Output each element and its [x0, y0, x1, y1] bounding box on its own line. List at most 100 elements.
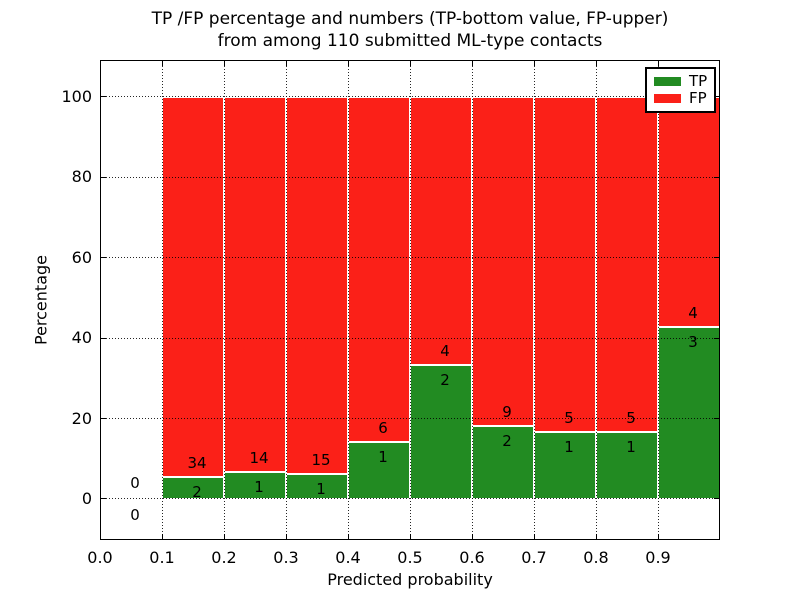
x-tick-label-0.8: 0.8	[583, 548, 609, 567]
gridline-v-0.4	[347, 60, 349, 540]
legend-label-fp: FP	[689, 89, 707, 108]
fp-count-label-0.9: 4	[688, 303, 698, 322]
x-tick-0.6	[471, 534, 473, 540]
x-tick-label-0.0: 0.0	[87, 548, 113, 567]
x-tick-label-0.9: 0.9	[645, 548, 671, 567]
tp-bar-0.9	[658, 326, 720, 499]
tp-count-label-0: 0	[130, 505, 140, 524]
fp-count-label-0.1: 34	[187, 453, 207, 472]
legend-swatch-fp-icon	[654, 94, 681, 104]
tp-count-label-0.5: 2	[440, 371, 450, 389]
legend-item-fp: FP	[654, 91, 708, 106]
tp-bar-0.7	[534, 431, 596, 499]
y-tick-right-60	[714, 257, 720, 259]
y-tick-80	[100, 176, 106, 178]
plot-area: 0 0 34 2 14 1 15 1 6 1 4 2 9 2 5 1 5 1 4 3	[99, 60, 720, 540]
gridline-v-0.8	[595, 60, 597, 540]
gridline-v-0.9	[657, 60, 659, 540]
tp-count-label-0.4: 1	[378, 447, 388, 466]
fp-count-label-0.6: 9	[502, 402, 512, 421]
x-tick-top-0	[99, 60, 101, 66]
gridline-v-0.7	[533, 60, 535, 540]
x-tick-label-0.5: 0.5	[397, 548, 423, 567]
x-tick-0.7	[533, 534, 535, 540]
y-tick-right-100	[714, 96, 720, 98]
legend: TP FP	[645, 67, 716, 113]
x-tick-0	[99, 534, 101, 540]
x-tick-label-0.3: 0.3	[273, 548, 299, 567]
tp-count-label-0.6: 2	[502, 431, 512, 450]
x-tick-label-0.7: 0.7	[521, 548, 547, 567]
chart-title: TP /FP percentage and numbers (TP-bottom…	[100, 8, 720, 52]
right-spine	[719, 60, 720, 540]
fp-count-label-0: 0	[130, 473, 140, 492]
fp-count-label-0.4: 6	[378, 418, 388, 437]
chart-title-line1: TP /FP percentage and numbers (TP-bottom…	[151, 9, 669, 29]
y-tick-100	[100, 96, 106, 98]
y-tick-right-40	[714, 337, 720, 339]
x-tick-label-0.1: 0.1	[149, 548, 175, 567]
fp-bar-0.7	[534, 96, 596, 432]
gridline-v-0.6	[471, 60, 473, 540]
gridline-v-0.5	[409, 60, 411, 540]
x-tick-0.4	[347, 534, 349, 540]
x-tick-top-0.7	[533, 60, 535, 66]
y-tick-label-80: 80	[71, 167, 92, 187]
y-tick-0	[100, 498, 106, 500]
x-tick-0.2	[223, 534, 225, 540]
tp-count-label-0.1: 2	[192, 482, 202, 501]
fp-bar-0.6	[472, 96, 534, 426]
fp-bar-0.3	[286, 96, 348, 474]
x-axis-label: Predicted probability	[327, 570, 493, 589]
fp-bar-0.5	[410, 96, 472, 365]
fp-bar-0.1	[162, 96, 224, 477]
tp-count-label-0.8: 1	[626, 437, 636, 456]
y-tick-right-20	[714, 418, 720, 420]
legend-item-tp: TP	[654, 71, 708, 90]
gridline-v-0.3	[285, 60, 287, 540]
legend-swatch-tp-icon	[654, 76, 681, 86]
tp-count-label-0.9: 3	[688, 332, 698, 351]
y-tick-40	[100, 337, 106, 339]
x-tick-top-0.2	[223, 60, 225, 66]
x-tick-top-0.1	[161, 60, 163, 66]
fp-bar-0.9	[658, 96, 720, 327]
fp-count-label-0.3: 15	[311, 450, 331, 469]
chart-title-line2: from among 110 submitted ML-type contact…	[217, 31, 603, 51]
tp-count-label-0.2: 1	[254, 478, 264, 497]
x-tick-0.1	[161, 534, 163, 540]
x-tick-top-0.5	[409, 60, 411, 66]
fp-count-label-0.5: 4	[440, 342, 450, 360]
y-tick-60	[100, 257, 106, 259]
x-tick-0.3	[285, 534, 287, 540]
fp-count-label-0.8: 5	[626, 408, 636, 427]
left-spine	[100, 60, 101, 540]
y-tick-label-0: 0	[81, 488, 92, 508]
fp-count-label-0.2: 14	[249, 449, 269, 468]
tp-count-label-0.7: 1	[564, 437, 574, 456]
gridline-v-0.2	[223, 60, 225, 540]
x-tick-label-0.6: 0.6	[459, 548, 485, 567]
x-tick-label-0.4: 0.4	[335, 548, 361, 567]
fp-bar-0.4	[348, 96, 410, 442]
x-tick-0.8	[595, 534, 597, 540]
x-tick-0.9	[657, 534, 659, 540]
y-tick-20	[100, 418, 106, 420]
tp-count-label-0.3: 1	[316, 479, 326, 498]
x-tick-label-0.2: 0.2	[211, 548, 237, 567]
y-tick-label-40: 40	[71, 328, 92, 348]
legend-label-tp: TP	[689, 71, 708, 90]
fp-bar-0.2	[224, 96, 286, 473]
y-tick-label-100: 100	[61, 86, 92, 106]
y-tick-label-60: 60	[71, 247, 92, 267]
fp-count-label-0.7: 5	[564, 408, 574, 427]
x-tick-0.5	[409, 534, 411, 540]
y-tick-right-0	[714, 498, 720, 500]
y-tick-right-80	[714, 176, 720, 178]
gridline-v-0.1	[161, 60, 163, 540]
x-tick-top-0.9	[657, 60, 659, 66]
x-tick-top-0.6	[471, 60, 473, 66]
x-tick-top-0.3	[285, 60, 287, 66]
x-tick-top-0.8	[595, 60, 597, 66]
